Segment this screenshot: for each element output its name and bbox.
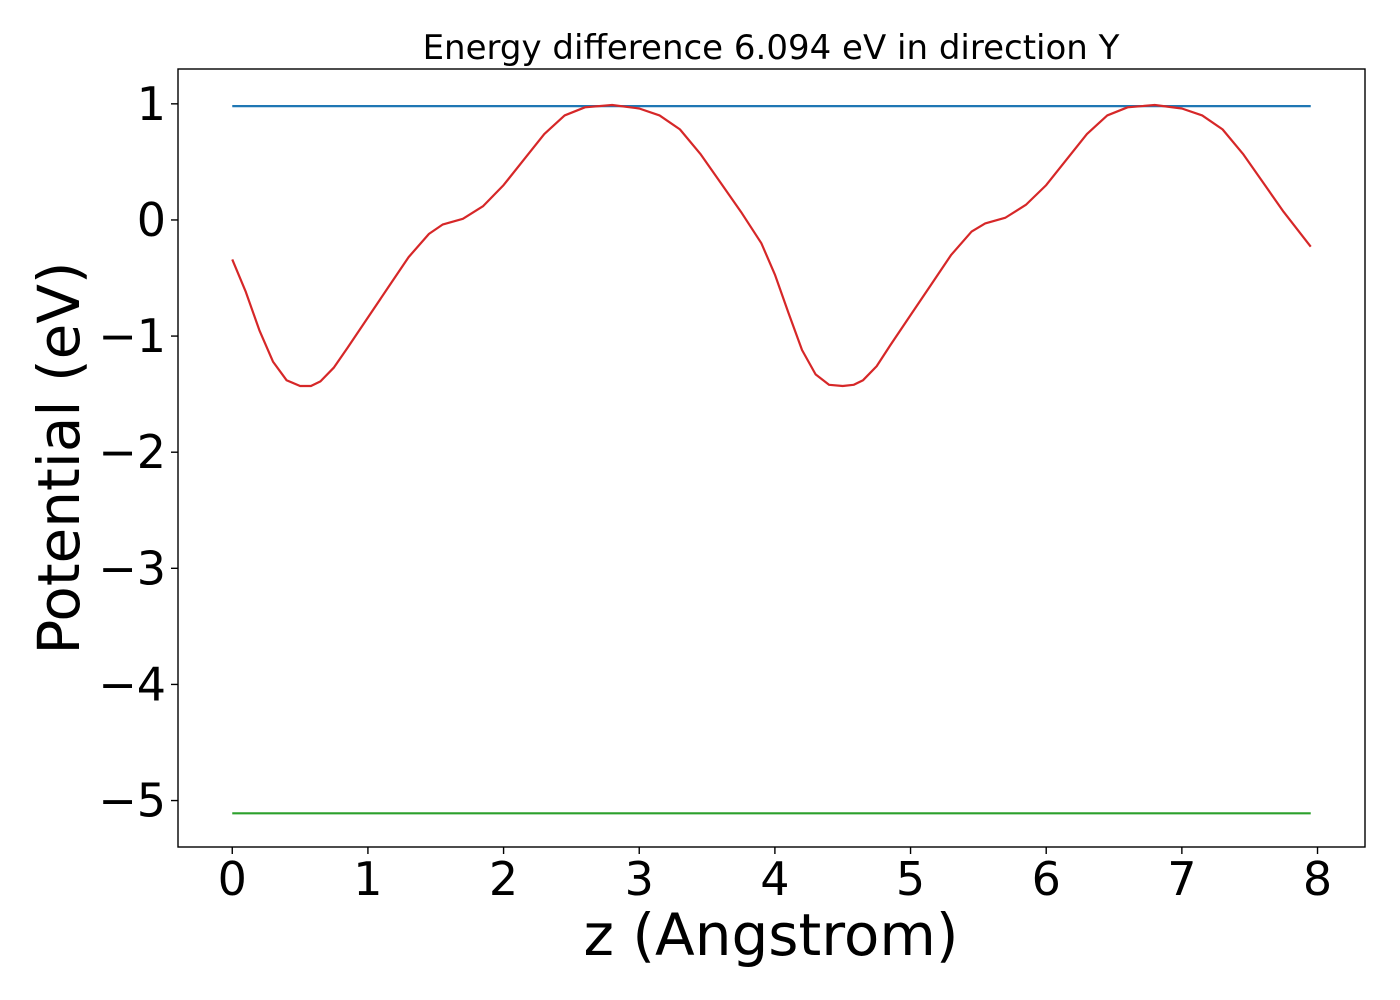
x-tick-label: 4 [760, 852, 789, 906]
x-tick-label: 7 [1167, 852, 1196, 906]
x-tick-label: 3 [625, 852, 654, 906]
y-tick-label: −5 [98, 774, 166, 828]
y-axis-label: Potential (eV) [25, 261, 93, 654]
x-tick-label: 2 [489, 852, 518, 906]
chart-title: Energy difference 6.094 eV in direction … [423, 28, 1120, 68]
x-axis-label: z (Angstrom) [584, 901, 959, 969]
y-tick-label: −2 [98, 425, 166, 479]
series-line-2 [231, 103, 1312, 388]
x-tick-label: 5 [896, 852, 925, 906]
y-tick-label: −3 [98, 541, 166, 595]
y-tick-label: −4 [98, 657, 166, 711]
y-axis: 1 0 −1 −2 −3 −4 −5 [98, 77, 178, 828]
x-tick-label: 1 [353, 852, 382, 906]
x-tick-label: 6 [1032, 852, 1061, 906]
y-tick-label: 1 [137, 77, 166, 131]
plot-frame [177, 68, 1366, 848]
x-tick-label: 0 [218, 852, 247, 906]
y-tick-label: 0 [137, 193, 166, 247]
series-layer [231, 103, 1312, 815]
x-tick-label: 8 [1303, 852, 1332, 906]
y-tick-label: −1 [98, 309, 166, 363]
x-axis: 0 1 2 3 4 5 6 7 8 [218, 847, 1332, 906]
